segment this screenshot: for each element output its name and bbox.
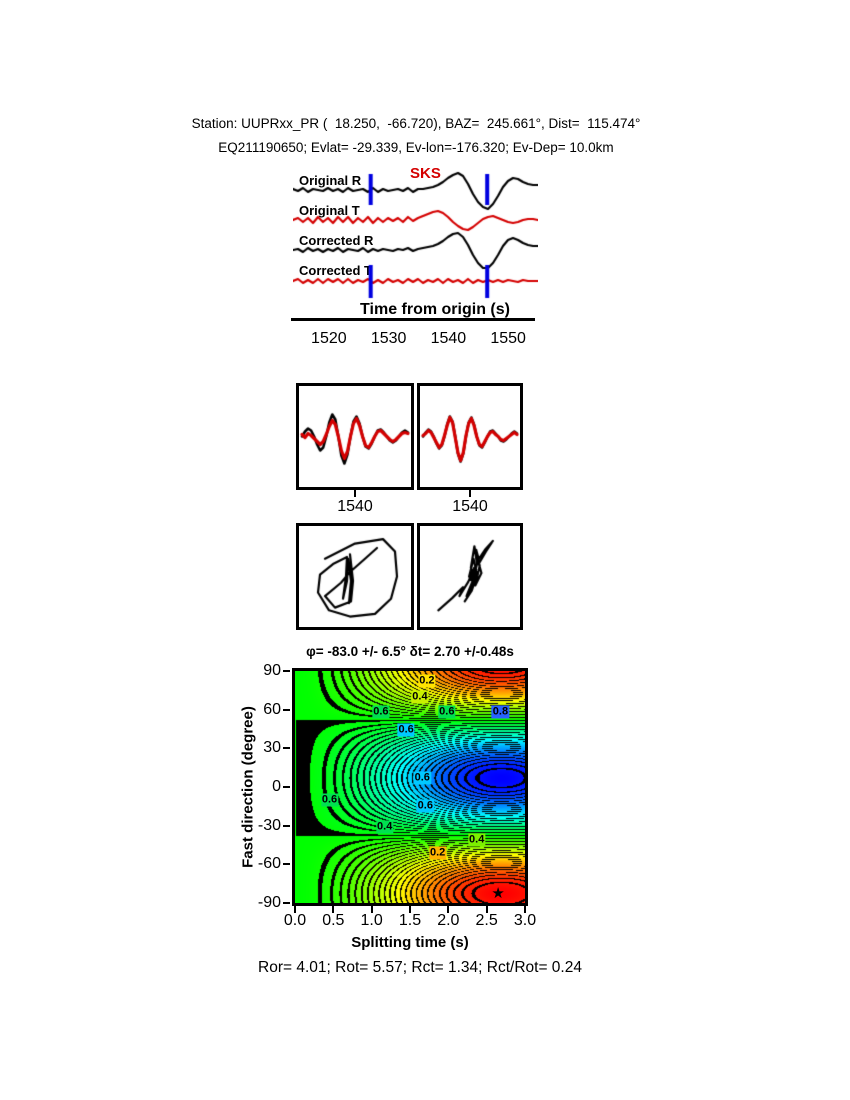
- splitting-time-tick: 3.0: [513, 912, 537, 929]
- event-header: EQ211190650; Evlat= -29.339, Ev-lon=-176…: [218, 140, 614, 155]
- splitting-statistics: Ror= 4.01; Rot= 5.57; Rct= 1.34; Rct/Rot…: [258, 959, 582, 976]
- splitting-time-tickmark: [447, 906, 450, 913]
- contour-frame: [292, 668, 528, 906]
- fast-direction-tickmark: [283, 902, 290, 904]
- fast-direction-tick: 60: [263, 700, 281, 718]
- particle-motion-corrected-canvas: [420, 526, 520, 627]
- overlay-left-tickmark: [354, 490, 356, 497]
- fast-direction-tick: 0: [272, 778, 281, 795]
- overlay-original-canvas: [299, 386, 411, 487]
- overlay-right-tick-label: 1540: [452, 498, 488, 515]
- splitting-time-tickmark: [485, 906, 488, 913]
- time-axis-tick: 1520: [311, 330, 347, 347]
- misfit-contour-canvas: [295, 671, 525, 903]
- overlay-corrected-canvas: [420, 386, 520, 487]
- fast-direction-tickmark: [283, 747, 290, 750]
- splitting-time-tickmark: [370, 906, 373, 913]
- fast-direction-tickmark: [283, 863, 290, 866]
- time-axis-title: Time from origin (s): [360, 301, 510, 318]
- fast-direction-tick: 30: [263, 739, 281, 757]
- splitting-time-tickmark: [294, 906, 296, 913]
- splitting-time-tick: 1.0: [360, 912, 383, 929]
- splitting-time-tick: 2.0: [437, 912, 460, 929]
- splitting-time-tickmark: [409, 906, 411, 913]
- splitting-time-tickmark: [524, 906, 526, 913]
- fast-direction-tickmark: [283, 708, 290, 711]
- particle-motion-original-canvas: [299, 526, 411, 627]
- fast-direction-tickmark: [283, 824, 290, 827]
- contour-title: φ= -83.0 +/- 6.5° δt= 2.70 +/-0.48s: [306, 644, 514, 659]
- fast-direction-tick: -30: [257, 816, 281, 834]
- time-axis-tick: 1550: [490, 330, 526, 347]
- fast-direction-tickmark: [283, 786, 290, 788]
- splitting-time-tick: 0.5: [322, 912, 345, 929]
- splitting-time-tickmark: [332, 906, 335, 913]
- fast-direction-axis-title: Fast direction (degree): [239, 706, 257, 868]
- splitting-time-tick: 1.5: [398, 912, 422, 929]
- time-axis-tick: 1540: [430, 330, 467, 347]
- overlay-left-tick-label: 1540: [337, 498, 373, 515]
- waveform-traces-canvas: [293, 168, 538, 313]
- fast-direction-tick: -90: [257, 894, 281, 911]
- splitting-time-tick: 0.0: [283, 912, 307, 929]
- fast-direction-tick: -60: [257, 855, 281, 873]
- time-axis-line: [291, 318, 535, 321]
- time-axis-tick: 1530: [370, 330, 407, 347]
- fast-direction-tickmark: [283, 670, 290, 672]
- splitting-time-tick: 2.5: [475, 912, 498, 929]
- station-header: Station: UUPRxx_PR ( 18.250, -66.720), B…: [191, 116, 641, 131]
- splitting-time-axis-title: Splitting time (s): [351, 934, 469, 951]
- overlay-right-tickmark: [469, 490, 471, 497]
- fast-direction-tick: 90: [263, 662, 281, 679]
